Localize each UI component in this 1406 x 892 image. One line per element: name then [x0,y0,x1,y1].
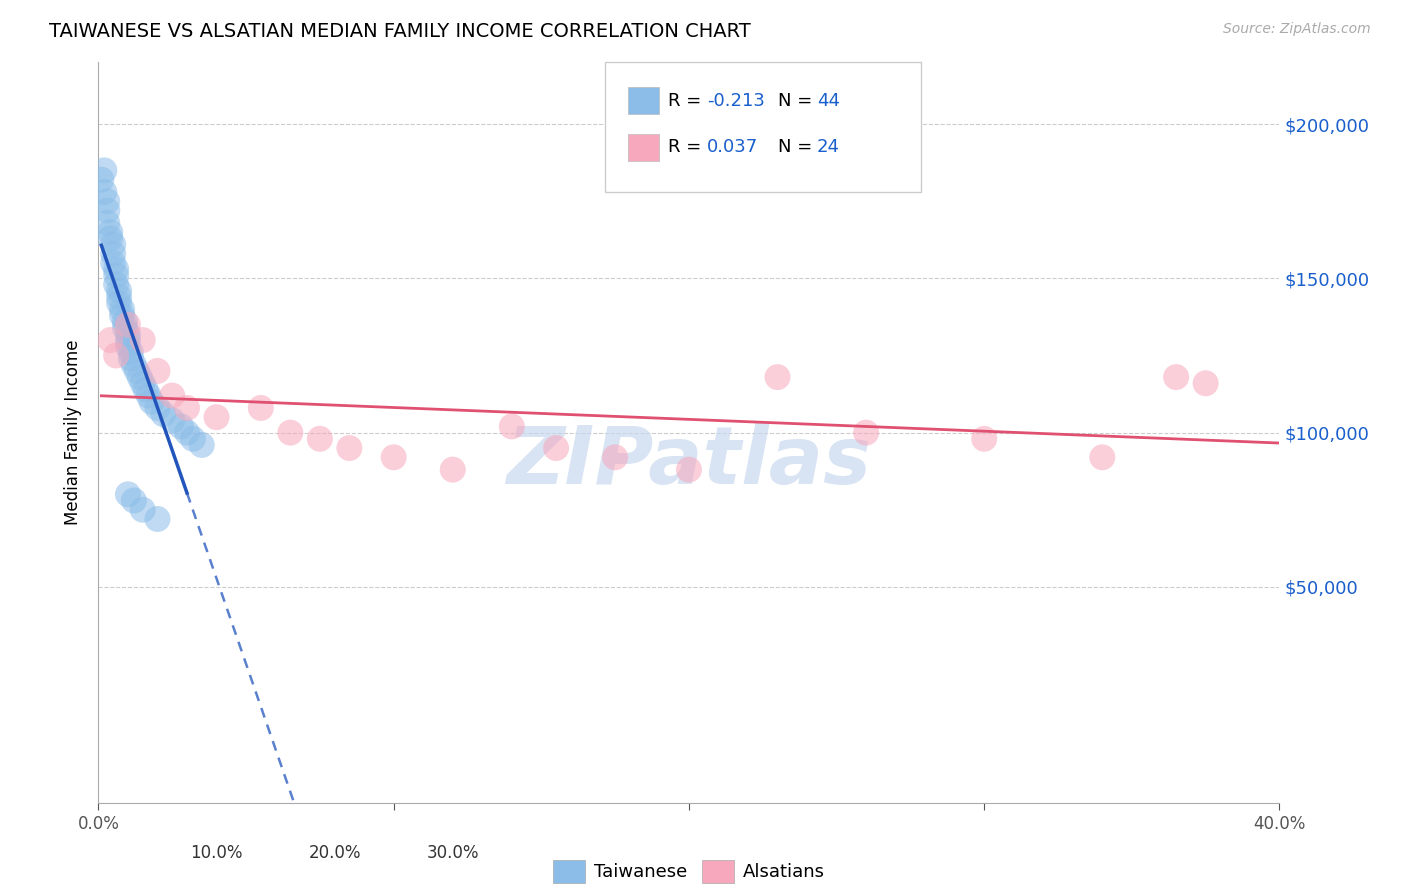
Point [105,349,128,363]
Text: R =: R = [668,92,707,110]
Point [120,345,142,359]
Point [125,364,148,378]
Point [309,432,332,446]
Text: Source: ZipAtlas.com: Source: ZipAtlas.com [1223,22,1371,37]
Point [93,185,115,199]
Point [98,333,121,347]
Point [96,203,118,218]
Point [132,502,155,516]
Point [103,246,125,260]
Point [170,419,193,434]
Point [382,450,405,465]
Text: 30.0%: 30.0% [426,844,479,862]
Text: ZIPatlas: ZIPatlas [506,423,872,501]
Point [280,425,302,440]
Point [766,370,789,384]
Point [105,262,128,277]
Point [501,419,523,434]
Point [250,401,273,415]
Point [114,314,136,328]
Point [105,277,128,292]
Point [162,389,183,403]
Point [122,358,145,372]
Text: 24: 24 [817,138,839,156]
Point [108,296,131,310]
Point [117,339,139,353]
Point [162,413,183,427]
Point [176,401,198,415]
Point [103,237,125,252]
Point [441,462,464,476]
Point [176,425,198,440]
Point [103,256,125,270]
Legend: Taiwanese, Alsatians: Taiwanese, Alsatians [546,853,832,890]
Point [105,268,128,283]
Point [128,370,150,384]
Text: -0.213: -0.213 [707,92,765,110]
Point [146,512,169,526]
Point [1166,370,1188,384]
Point [117,326,139,341]
Point [117,333,139,347]
Point [678,462,700,476]
Point [973,432,995,446]
Point [152,407,174,421]
Point [120,351,142,366]
Point [108,284,131,298]
Point [146,364,169,378]
Y-axis label: Median Family Income: Median Family Income [65,340,83,525]
Point [1195,376,1218,391]
Point [855,425,877,440]
Point [191,438,214,452]
Point [138,389,160,403]
Point [181,432,204,446]
Point [135,383,157,397]
Point [205,410,228,425]
Point [96,194,118,209]
Point [132,376,155,391]
Point [114,320,136,334]
Point [117,487,139,501]
Point [546,441,568,455]
Point [1091,450,1114,465]
Point [108,290,131,304]
Point [111,309,134,323]
Text: R =: R = [668,138,707,156]
Point [132,333,155,347]
Text: N =: N = [778,138,817,156]
Point [96,216,118,230]
Point [605,450,627,465]
Point [339,441,361,455]
Point [141,394,163,409]
Text: 10.0%: 10.0% [190,844,243,862]
Point [93,163,115,178]
Point [117,318,139,332]
Point [98,231,121,245]
Text: TAIWANESE VS ALSATIAN MEDIAN FAMILY INCOME CORRELATION CHART: TAIWANESE VS ALSATIAN MEDIAN FAMILY INCO… [49,22,751,41]
Point [98,225,121,239]
Point [111,302,134,317]
Text: N =: N = [778,92,817,110]
Point [122,493,145,508]
Text: 44: 44 [817,92,839,110]
Text: 20.0%: 20.0% [308,844,361,862]
Point [90,172,112,186]
Point [146,401,169,415]
Text: 0.037: 0.037 [707,138,758,156]
